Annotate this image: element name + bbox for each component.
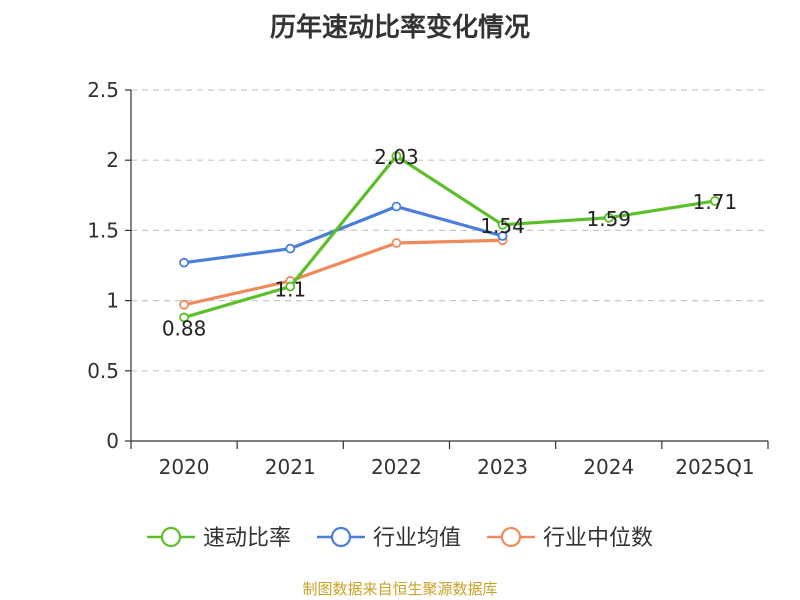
- data-point: [710, 196, 720, 206]
- data-point: [285, 281, 296, 292]
- data-labels: 0.88 1.1 2.03 1.54 1.59 1.71: [162, 145, 737, 340]
- x-tick-label: 2025Q1: [675, 455, 754, 479]
- series-line: [183, 204, 504, 265]
- series-line: [183, 238, 503, 307]
- data-point: [179, 299, 189, 310]
- x-tick-label: 2024: [583, 455, 634, 479]
- data-label: 1.1: [274, 278, 306, 302]
- data-point: [179, 312, 189, 323]
- legend: 速动比率 行业均值 行业中位数: [147, 526, 653, 551]
- y-tick-label: 0.5: [87, 359, 119, 383]
- y-tick-label: 2.5: [87, 78, 119, 102]
- y-tick-label: 1: [106, 289, 119, 313]
- legend-label: 行业均值: [373, 526, 461, 551]
- y-tick-label: 0: [106, 429, 119, 453]
- grid-lines: [131, 89, 768, 372]
- data-label: 0.88: [162, 316, 207, 340]
- legend-marker-icon: [160, 526, 182, 548]
- x-tick-label: 2020: [159, 455, 210, 479]
- data-label: 1.59: [586, 207, 631, 231]
- data-point: [179, 257, 189, 268]
- data-point: [391, 238, 402, 248]
- legend-label: 行业中位数: [543, 526, 653, 551]
- legend-marker-icon: [500, 526, 522, 548]
- chart-title: 历年速动比率变化情况: [270, 12, 530, 43]
- data-label: 1.71: [693, 190, 738, 214]
- data-point: [603, 212, 614, 223]
- data-point: [285, 243, 296, 254]
- x-tick-label: 2022: [371, 455, 422, 479]
- data-point: [391, 201, 402, 212]
- axes: 0 0.5 1 1.5 2 2.5 2020 2021 2022 2023 2024 2025Q1: [87, 78, 769, 479]
- legend-label: 速动比率: [203, 526, 291, 551]
- x-tick-label: 2023: [477, 455, 528, 479]
- source-note: 制图数据来自恒生聚源数据库: [302, 580, 497, 598]
- x-tick-label: 2021: [265, 455, 316, 479]
- data-label: 2.03: [374, 145, 419, 169]
- y-tick-label: 1.5: [87, 218, 119, 242]
- series-line: [183, 154, 716, 319]
- legend-item[interactable]: 速动比率: [147, 526, 291, 551]
- data-point: [391, 151, 402, 161]
- series-lines: [179, 151, 720, 323]
- data-label: 1.54: [480, 214, 525, 238]
- legend-item[interactable]: 行业中位数: [487, 526, 653, 551]
- data-point: [497, 231, 508, 241]
- data-point: [497, 219, 508, 230]
- legend-marker-icon: [330, 526, 352, 548]
- legend-item[interactable]: 行业均值: [317, 526, 461, 551]
- y-tick-label: 2: [106, 148, 119, 172]
